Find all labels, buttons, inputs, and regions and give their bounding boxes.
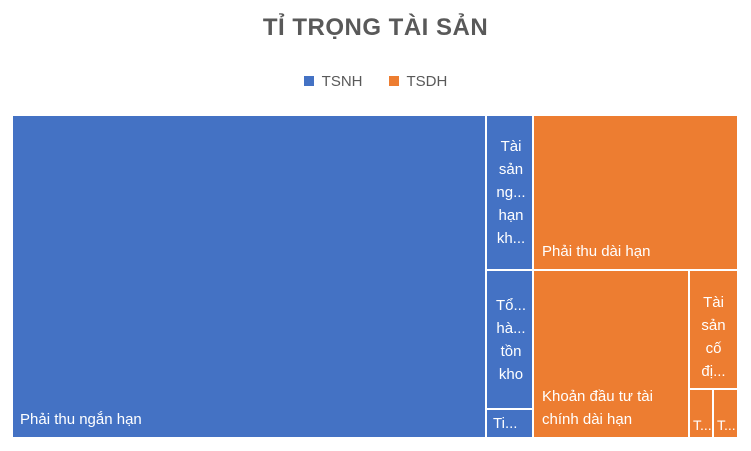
tile-hang-ton-kho: Tổ... hà... tồn kho xyxy=(487,271,532,408)
tile-phai-thu-ngan-han: Phải thu ngắn hạn xyxy=(13,116,485,437)
legend-item-tsdh: TSDH xyxy=(388,72,448,90)
legend-item-tsnh: TSNH xyxy=(303,72,363,90)
tile-tai-san-co-dinh: Tài sản cố đị... xyxy=(690,271,737,388)
tile-label: Tổ... hà... tồn kho xyxy=(495,296,526,383)
tile-phai-thu-dai-han: Phải thu dài hạn xyxy=(534,116,737,269)
tile-label: Tài sản ng... hạn kh... xyxy=(496,138,526,247)
tile-tai-san-ngan-han-khac: Tài sản ng... hạn kh... xyxy=(487,116,532,269)
tile-label: Phải thu dài hạn xyxy=(542,243,651,260)
tile-label: Tài sản cố đị... xyxy=(701,294,726,380)
chart-legend: TSNH TSDH xyxy=(0,71,751,91)
tile-dau-tu-tai-chinh-dai-han: Khoản đầu tư tài chính dài hạn xyxy=(534,271,688,437)
legend-label-tsdh: TSDH xyxy=(406,72,448,90)
tile-label: Ti... xyxy=(493,415,518,432)
legend-label-tsnh: TSNH xyxy=(321,72,363,90)
chart-title: TỈ TRỌNG TÀI SẢN xyxy=(262,14,489,41)
tile-t2: T... xyxy=(714,390,737,437)
tile-label: Khoản đầu tư tài chính dài hạn xyxy=(542,388,653,428)
tile-ti: Ti... xyxy=(487,410,532,437)
legend-swatch-tsdh xyxy=(388,76,399,86)
tile-label: Phải thu ngắn hạn xyxy=(20,411,142,428)
tile-label: T... xyxy=(693,417,712,433)
tile-t1: T... xyxy=(690,390,712,437)
legend-swatch-tsnh xyxy=(303,76,314,86)
tile-label: T... xyxy=(717,417,736,433)
